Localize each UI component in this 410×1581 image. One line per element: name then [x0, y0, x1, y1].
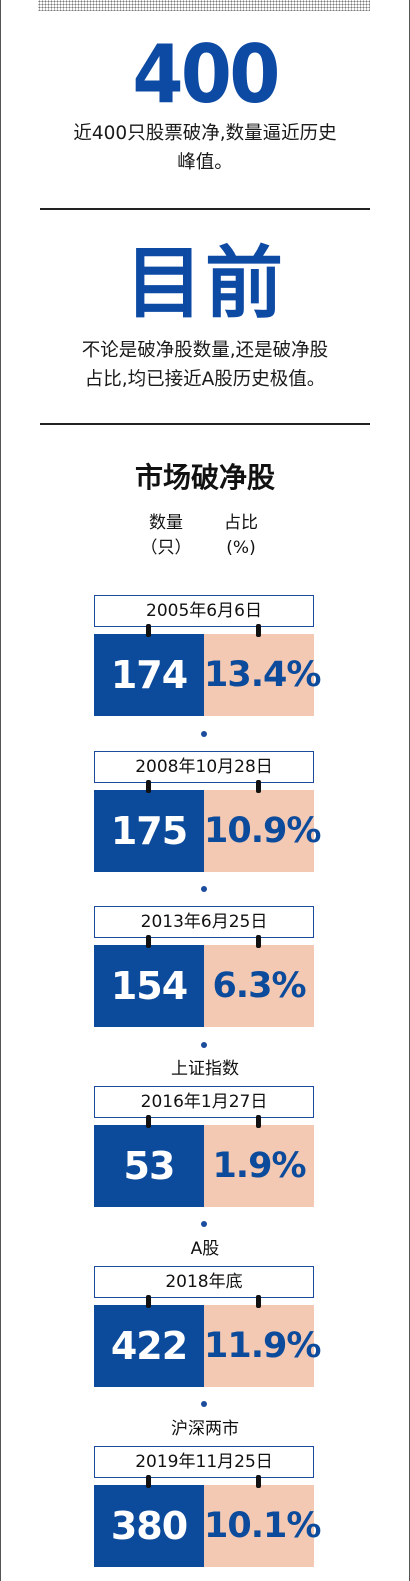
headline-number: 400 — [132, 28, 280, 121]
binder-pin — [256, 624, 261, 637]
entry-count: 422 — [94, 1305, 204, 1387]
separator-dot — [201, 731, 207, 737]
entry-count: 154 — [94, 945, 204, 1027]
binder-pin — [146, 1295, 151, 1308]
entry-date: 2019年11月25日 — [94, 1446, 314, 1478]
binder-pin — [256, 1115, 261, 1128]
entry-market-label: 沪深两市 — [171, 1419, 239, 1439]
dotted-header-band — [38, 0, 370, 11]
separator-dot — [201, 1221, 207, 1227]
current-title: 目前 — [124, 239, 285, 329]
column-header-count-line-1: 数量 — [149, 513, 183, 533]
column-header-pct-line-1: 占比 — [224, 513, 258, 533]
entry-count: 53 — [94, 1125, 204, 1207]
binder-pin — [146, 935, 151, 948]
entry-date: 2016年1月27日 — [94, 1086, 314, 1118]
column-header-count: 数量 （只） — [131, 511, 201, 561]
entry-percent: 1.9% — [204, 1125, 314, 1207]
current-caption: 不论是破净股数量,还是破净股 占比,均已接近A股历史极值。 — [36, 336, 374, 394]
binder-pin — [256, 935, 261, 948]
separator-dot — [201, 1401, 207, 1407]
binder-pin — [146, 1115, 151, 1128]
entry-market-label: 上证指数 — [171, 1059, 239, 1079]
separator-dot — [201, 1042, 207, 1048]
entry-percent: 11.9% — [204, 1305, 321, 1387]
entry-date: 2005年6月6日 — [94, 595, 314, 627]
stat-caption: 近400只股票破净,数量逼近历史 峰值。 — [36, 119, 374, 177]
column-header-count-line-2: （只） — [140, 538, 192, 558]
binder-pin — [256, 780, 261, 793]
entry-percent: 10.1% — [204, 1485, 321, 1567]
binder-pin — [146, 780, 151, 793]
entry-market-label: A股 — [190, 1239, 220, 1259]
entry-count: 174 — [94, 634, 204, 716]
stat-caption-line-1: 近400只股票破净,数量逼近历史 — [73, 123, 337, 144]
entry-date: 2013年6月25日 — [94, 906, 314, 938]
current-caption-line-2: 占比,均已接近A股历史极值。 — [84, 369, 326, 390]
section-title: 市场破净股 — [134, 461, 275, 494]
column-header-pct: 占比 (%) — [206, 511, 276, 561]
binder-pin — [146, 1475, 151, 1488]
entry-percent: 6.3% — [204, 945, 314, 1027]
entry-date: 2018年底 — [94, 1266, 314, 1298]
column-header-pct-line-2: (%) — [226, 538, 256, 558]
entry-count: 175 — [94, 790, 204, 872]
entry-percent: 10.9% — [204, 790, 321, 872]
entry-count: 380 — [94, 1485, 204, 1567]
separator-dot — [201, 886, 207, 892]
stat-caption-line-2: 峰值。 — [177, 152, 233, 173]
entry-date: 2008年10月28日 — [94, 751, 314, 783]
divider-rule — [40, 423, 370, 425]
divider-rule — [40, 208, 370, 210]
entry-percent: 13.4% — [204, 634, 321, 716]
binder-pin — [256, 1475, 261, 1488]
current-caption-line-1: 不论是破净股数量,还是破净股 — [81, 340, 329, 361]
binder-pin — [146, 624, 151, 637]
binder-pin — [256, 1295, 261, 1308]
